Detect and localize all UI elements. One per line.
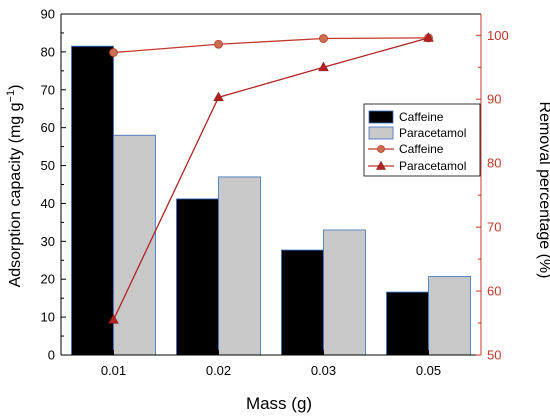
point-caffeine-2 (319, 34, 328, 43)
legend-swatch-paracetamol-bar (368, 126, 394, 140)
legend-label-caffeine-bar: Caffeine (399, 110, 444, 124)
x-axis-label: Mass (g) (246, 394, 312, 413)
point-caffeine-0 (109, 48, 118, 57)
y-axis-label-left: Adsorption capacity (mg g−1) (5, 85, 24, 288)
bar-paracetamol-3 (428, 276, 471, 356)
legend: Caffeine Paracetamol Caffeine Paracetamo… (363, 103, 481, 177)
y-axis-label-left-sup: −1 (5, 90, 17, 103)
left-tick-label: 30 (41, 234, 55, 249)
point-paracetamol-3 (423, 32, 434, 42)
right-tick-label: 50 (487, 348, 501, 363)
right-tick-label: 80 (487, 156, 501, 171)
right-tick-label: 60 (487, 284, 501, 299)
left-tick-label: 20 (41, 272, 55, 287)
x-tick-label: 0.03 (311, 363, 336, 378)
point-paracetamol-1 (213, 91, 224, 102)
bar-caffeine-1 (176, 198, 219, 356)
point-caffeine-1 (214, 39, 223, 49)
line-paracetamol (112, 37, 429, 321)
y-axis-label-left-end: ) (7, 85, 24, 90)
y-axis-label-right: Removal percentage (%) (536, 102, 550, 279)
right-tick-label: 90 (487, 92, 501, 107)
point-paracetamol-0 (108, 314, 119, 324)
legend-label-paracetamol-bar: Paracetamol (399, 126, 466, 140)
left-tick-label: 10 (41, 310, 55, 325)
left-tick-label: 0 (48, 348, 55, 363)
left-tick-label: 70 (41, 82, 55, 97)
left-tick-label: 40 (41, 196, 55, 211)
y-axis-label-left-base: Adsorption capacity (mg g (7, 102, 24, 287)
bar-paracetamol-1 (218, 176, 261, 356)
legend-marker-paracetamol (375, 160, 387, 170)
legend-swatch-caffeine-bar (368, 110, 394, 124)
x-tick-label: 0.02 (206, 363, 231, 378)
left-tick-label: 90 (41, 7, 55, 22)
left-tick-label: 60 (41, 120, 55, 135)
left-tick-label: 80 (41, 44, 55, 59)
legend-marker-caffeine (377, 145, 385, 153)
legend-label-paracetamol-line: Paracetamol (399, 159, 466, 173)
right-tick-label: 70 (487, 220, 501, 235)
point-paracetamol-2 (318, 61, 329, 72)
bar-caffeine-0 (71, 45, 114, 356)
x-tick-label: 0.01 (101, 363, 126, 378)
bar-paracetamol-2 (323, 229, 366, 356)
bar-caffeine-2 (281, 249, 324, 356)
line-caffeine (113, 37, 429, 54)
x-tick-label: 0.05 (416, 363, 441, 378)
bar-caffeine-3 (386, 291, 429, 356)
legend-label-caffeine-line: Caffeine (399, 142, 444, 156)
left-tick-label: 50 (41, 158, 55, 173)
right-tick-label: 100 (487, 28, 509, 43)
